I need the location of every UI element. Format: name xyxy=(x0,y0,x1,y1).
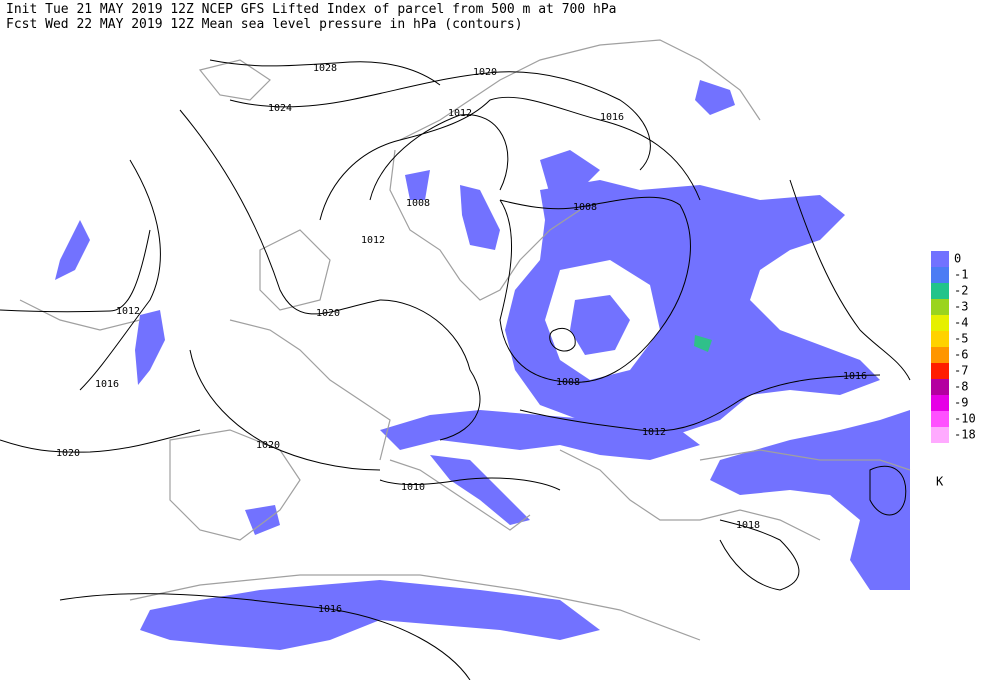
legend-label: -1 xyxy=(954,268,968,282)
isobar-label: 1016 xyxy=(843,371,867,382)
legend-label: -10 xyxy=(954,412,976,426)
legend-label: -7 xyxy=(954,364,968,378)
header-line: Fcst Wed 22 MAY 2019 12Z Mean sea level … xyxy=(6,17,523,32)
legend-swatch xyxy=(931,315,949,331)
isobar-label: 1020 xyxy=(473,67,497,78)
legend-label: -3 xyxy=(954,300,968,314)
instability-areas xyxy=(55,80,910,650)
legend-label: -8 xyxy=(954,380,968,394)
isobar-label: 1020 xyxy=(316,308,340,319)
isobar-label: 1012 xyxy=(361,235,385,246)
legend-swatch xyxy=(931,283,949,299)
isobar-label: 1010 xyxy=(401,482,425,493)
isobars xyxy=(0,59,911,680)
legend-label: -5 xyxy=(954,332,968,346)
legend-label: -18 xyxy=(954,428,976,442)
legend-label: 0 xyxy=(954,252,961,266)
legend-swatch xyxy=(931,267,949,283)
isobar-label: 1008 xyxy=(406,198,430,209)
isobar-label: 1024 xyxy=(268,103,292,114)
coastlines xyxy=(19,39,911,641)
legend-label: -9 xyxy=(954,396,968,410)
isobar-label: 1012 xyxy=(642,427,666,438)
isobar-label: 1016 xyxy=(600,112,624,123)
isobar-label: 1018 xyxy=(736,520,760,531)
legend-swatch xyxy=(931,363,949,379)
isobar-label: 1028 xyxy=(313,63,337,74)
legend-swatch xyxy=(931,331,949,347)
isobar-label: 1012 xyxy=(448,108,472,119)
isobar-label: 1008 xyxy=(573,202,597,213)
legend-label: -2 xyxy=(954,284,968,298)
legend-swatch xyxy=(931,347,949,363)
legend-swatch xyxy=(931,411,949,427)
legend-swatch xyxy=(931,379,949,395)
isobar-labels: 1028 1024 1020 1012 1016 1008 1012 1008 … xyxy=(56,63,867,615)
legend-label: -4 xyxy=(954,316,968,330)
legend-unit: K xyxy=(936,475,944,489)
isobar-label: 1020 xyxy=(56,448,80,459)
legend-swatch xyxy=(931,395,949,411)
isobar-label: 1020 xyxy=(256,440,280,451)
legend-swatch xyxy=(931,251,949,267)
legend-swatch xyxy=(931,427,949,443)
isobar-label: 1016 xyxy=(95,379,119,390)
isobar-label: 1012 xyxy=(116,306,140,317)
legend-label: -6 xyxy=(954,348,968,362)
header-line: Init Tue 21 MAY 2019 12Z NCEP GFS Lifted… xyxy=(6,2,616,17)
legend-swatch xyxy=(931,299,949,315)
isobar-label: 1016 xyxy=(318,604,342,615)
isobar-label: 1008 xyxy=(556,377,580,388)
